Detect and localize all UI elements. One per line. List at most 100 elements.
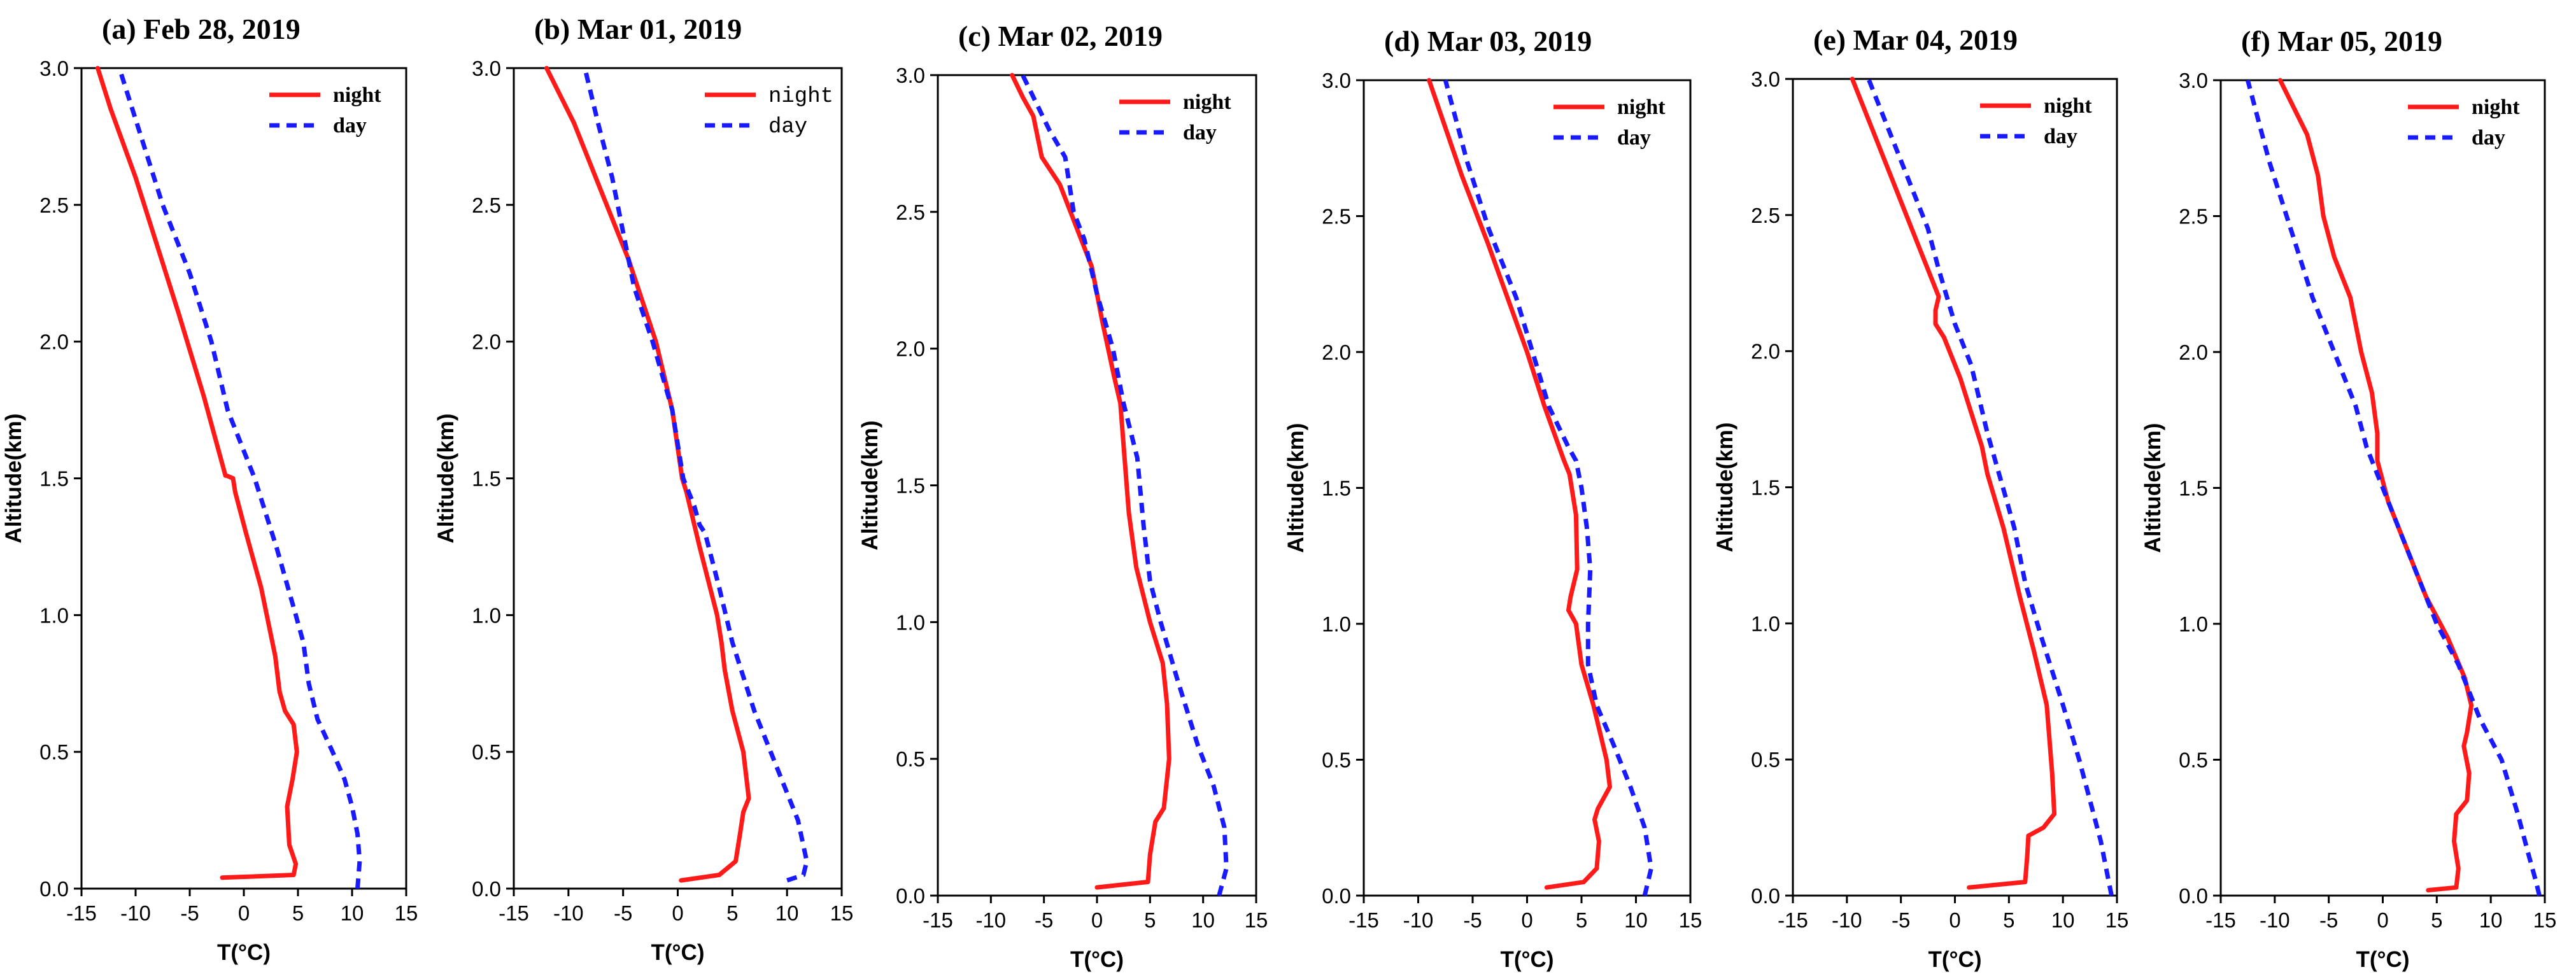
x-axis-label: T(°C) — [217, 940, 271, 965]
x-tick-label: 5 — [1144, 908, 1156, 932]
x-tick-label: -5 — [1463, 908, 1482, 932]
y-tick-label: 0.5 — [2179, 749, 2208, 772]
y-tick-label: 1.0 — [896, 610, 925, 634]
legend-day-label: day — [768, 115, 807, 139]
x-tick-label: 15 — [395, 901, 418, 925]
x-axis-label: T(°C) — [1928, 947, 1982, 972]
legend-night-label: night — [1183, 90, 1231, 114]
y-axis-label: Altitude(km) — [1713, 422, 1737, 552]
series-day-line — [583, 67, 809, 883]
y-tick-label: 0.5 — [1322, 749, 1351, 772]
series-night-line — [2277, 78, 2474, 892]
x-tick-label: 5 — [2003, 908, 2014, 932]
x-tick-label: 0 — [1521, 908, 1532, 932]
x-axis-label: T(°C) — [1501, 947, 1554, 972]
x-tick-label: -5 — [180, 901, 199, 925]
x-tick-label: 15 — [2105, 908, 2129, 932]
y-axis-label: Altitude(km) — [2141, 423, 2165, 553]
x-axis-label: T(°C) — [651, 940, 705, 965]
x-tick-label: -10 — [120, 901, 151, 925]
x-tick-label: 0 — [672, 901, 683, 925]
x-tick-label: -15 — [1778, 908, 1808, 932]
y-tick-label: 2.0 — [1322, 341, 1351, 364]
x-tick-label: 0 — [1949, 908, 1960, 932]
series-night-line — [544, 66, 751, 883]
x-tick-label: 10 — [341, 901, 364, 925]
x-tick-label: -15 — [499, 901, 529, 925]
x-tick-label: 5 — [1576, 908, 1587, 932]
y-tick-label: 3.0 — [39, 57, 69, 80]
y-tick-label: 2.5 — [1322, 205, 1351, 229]
y-tick-label: 0.5 — [896, 747, 925, 771]
x-tick-label: 15 — [830, 901, 854, 925]
x-tick-label: 0 — [238, 901, 250, 925]
y-tick-label: 2.5 — [39, 194, 69, 217]
y-tick-label: 2.5 — [1751, 204, 1780, 227]
panel-title: (c) Mar 02, 2019 — [958, 20, 1163, 52]
x-tick-label: 15 — [1679, 908, 1702, 932]
y-tick-label: 2.5 — [2179, 205, 2208, 229]
y-tick-label: 3.0 — [472, 57, 501, 80]
x-tick-label: -15 — [1348, 908, 1379, 932]
y-axis-label: Altitude(km) — [1, 413, 26, 543]
axes-frame — [1792, 78, 2118, 897]
x-tick-label: 15 — [2533, 908, 2557, 932]
legend-night-label: night — [333, 83, 381, 107]
x-tick-label: -15 — [2205, 908, 2236, 932]
panel-title: (b) Mar 01, 2019 — [534, 13, 742, 45]
panel-3: (c) Mar 02, 2019 -15 -10 -5 0 5 10 15 0.0 0.5 1.0 1… — [858, 20, 1268, 972]
x-tick-label: 10 — [775, 901, 799, 925]
y-tick-label: 0.0 — [472, 877, 501, 901]
panel-1: (a) Feb 28, 2019 -15 -10 -5 0 5 10 15 0.0 0.5 1.0 1… — [1, 13, 418, 965]
legend-day-label: day — [1617, 126, 1651, 150]
y-tick-label: 0.5 — [39, 740, 69, 764]
x-tick-label: 10 — [1624, 908, 1648, 932]
series-night-line — [1850, 76, 2057, 890]
series-night-line — [1010, 73, 1171, 890]
x-tick-label: -5 — [2319, 908, 2338, 932]
y-tick-label: 1.5 — [1322, 477, 1351, 500]
axes-frame — [513, 67, 843, 890]
x-tick-label: 0 — [1091, 908, 1103, 932]
legend-night-label: night — [1617, 95, 1666, 119]
series-day-line — [117, 67, 362, 889]
y-tick-label: 1.0 — [39, 603, 69, 627]
panel-6: (f) Mar 05, 2019 -15 -10 -5 0 5 10 15 0.0 0.5 1.0 1… — [2141, 25, 2556, 972]
y-tick-label: 0.0 — [1322, 884, 1351, 908]
legend-day-label: day — [2044, 125, 2077, 148]
y-tick-label: 1.5 — [472, 467, 501, 491]
y-tick-label: 3.0 — [1322, 69, 1351, 92]
x-tick-label: 10 — [2479, 908, 2503, 932]
x-tick-label: 5 — [2431, 908, 2442, 932]
x-tick-label: -5 — [614, 901, 632, 925]
panel-title: (e) Mar 04, 2019 — [1813, 24, 2018, 56]
x-tick-label: -5 — [1892, 908, 1910, 932]
legend-night-label: night — [768, 85, 833, 109]
y-tick-label: 0.0 — [1751, 884, 1780, 908]
y-tick-label: 2.0 — [472, 330, 501, 354]
x-tick-label: -10 — [553, 901, 584, 925]
y-tick-label: 1.0 — [472, 603, 501, 627]
x-tick-label: -10 — [975, 908, 1006, 932]
y-tick-label: 1.5 — [896, 474, 925, 498]
x-tick-label: 0 — [2377, 908, 2388, 932]
x-tick-label: -5 — [1035, 908, 1053, 932]
y-tick-label: 2.5 — [472, 194, 501, 217]
y-tick-label: 3.0 — [1751, 67, 1780, 91]
y-tick-label: 0.5 — [472, 740, 501, 764]
y-tick-label: 2.0 — [2179, 341, 2208, 364]
y-tick-label: 2.0 — [896, 337, 925, 361]
axes-frame — [80, 67, 407, 890]
legend-day-label: day — [2472, 126, 2505, 150]
x-axis-label: T(°C) — [1070, 947, 1124, 972]
legend-day-label: day — [1183, 121, 1217, 144]
panel-title: (f) Mar 05, 2019 — [2241, 25, 2442, 57]
panel-title: (a) Feb 28, 2019 — [102, 13, 301, 45]
y-tick-label: 1.0 — [1751, 612, 1780, 635]
series-night-line — [96, 66, 299, 880]
y-tick-label: 1.0 — [2179, 612, 2208, 636]
y-tick-label: 1.5 — [1751, 476, 1780, 500]
y-axis-label: Altitude(km) — [434, 413, 458, 543]
y-axis-label: Altitude(km) — [1284, 423, 1308, 553]
